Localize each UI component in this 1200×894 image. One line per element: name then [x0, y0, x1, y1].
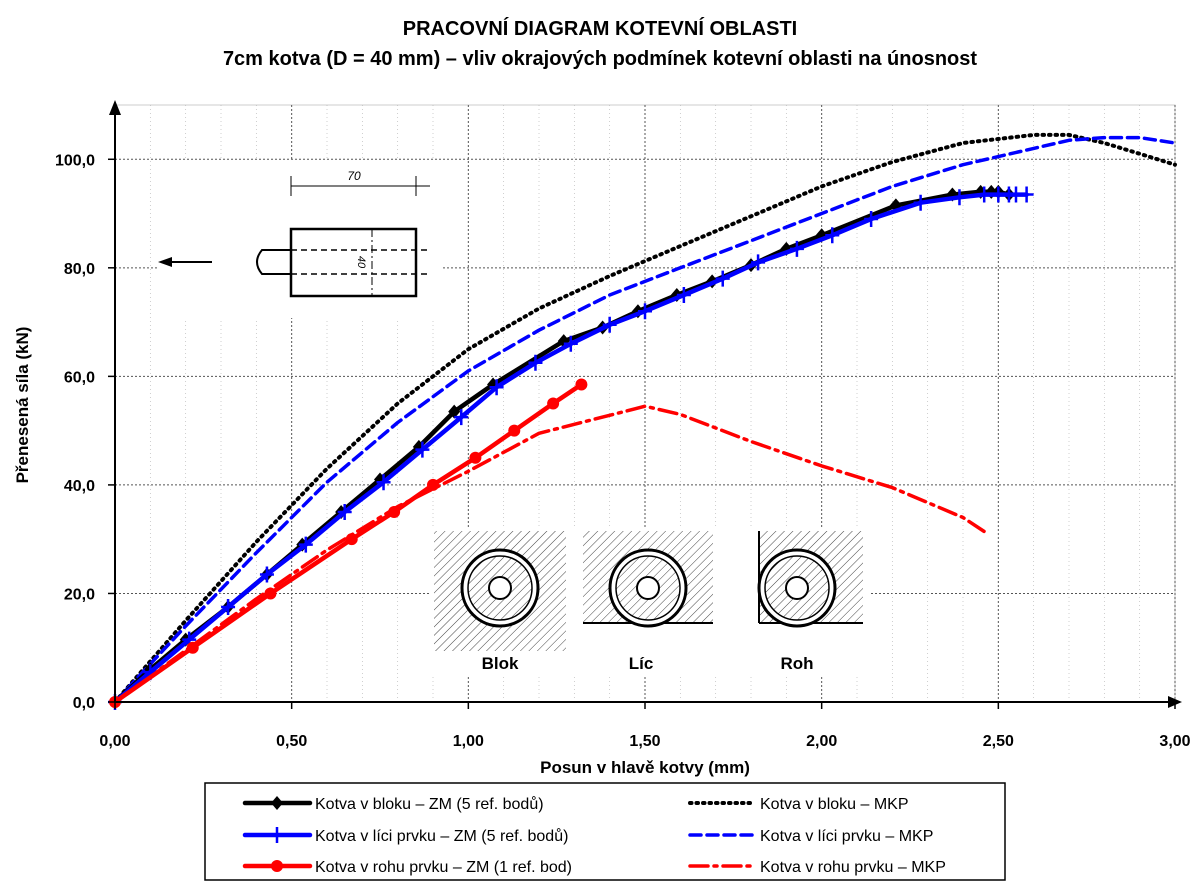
y-axis-label: Přenesená síla (kN) — [13, 327, 32, 484]
y-tick-label: 100,0 — [55, 152, 95, 169]
chart-title: PRACOVNÍ DIAGRAM KOTEVNÍ OBLASTI — [403, 17, 797, 40]
roh-label: Roh — [780, 654, 813, 673]
y-tick-label: 40,0 — [64, 478, 95, 495]
y-tick-label: 80,0 — [64, 261, 95, 278]
legend-marker — [271, 796, 283, 810]
y-axis-arrow — [109, 100, 121, 115]
data-point — [259, 566, 274, 583]
data-point — [388, 506, 401, 519]
legend-entry-4: Kotva v líci prvku – MKP — [688, 828, 933, 845]
data-point — [864, 210, 879, 227]
data-point — [345, 533, 358, 546]
legend-label: Kotva v líci prvku – MKP — [760, 828, 933, 845]
data-point — [186, 641, 199, 654]
cross-section-inset: Blok Líc Roh — [430, 527, 870, 675]
legend-label: Kotva v bloku – MKP — [760, 796, 909, 813]
blok-hole — [488, 576, 512, 600]
legend-entry-3: Kotva v bloku – MKP — [688, 796, 909, 813]
y-tick-label: 20,0 — [64, 586, 95, 603]
data-point — [575, 378, 588, 391]
y-tick-label: 60,0 — [64, 369, 95, 386]
data-point — [448, 404, 461, 419]
blok-label: Blok — [482, 654, 519, 673]
data-point — [298, 536, 313, 553]
data-point — [427, 478, 439, 491]
pull-arrow-head — [158, 257, 172, 267]
data-point — [528, 354, 543, 371]
data-point — [825, 227, 840, 244]
legend-entry-2: Kotva v rohu prvku – ZM (1 ref. bod) — [242, 859, 572, 876]
data-point — [469, 451, 482, 464]
legend-entry-0: Kotva v bloku – ZM (5 ref. bodů) — [242, 795, 544, 813]
x-tick-label: 0,00 — [99, 733, 130, 750]
roh-hole — [785, 576, 809, 600]
x-axis-label: Posun v hlavě kotvy (mm) — [540, 758, 750, 777]
data-point — [751, 254, 766, 271]
data-point — [638, 303, 652, 320]
data-point — [454, 409, 469, 426]
data-point — [508, 424, 521, 437]
legend-marker — [271, 860, 283, 872]
series-4 — [113, 135, 1177, 704]
data-point — [676, 286, 691, 303]
data-point — [1019, 186, 1034, 203]
series-layer — [108, 132, 1177, 710]
chart-subtitle: 7cm kotva (D = 40 mm) – vliv okrajových … — [223, 48, 977, 70]
series-2 — [109, 378, 588, 708]
data-point — [221, 599, 236, 616]
data-point — [715, 270, 730, 287]
data-point — [789, 240, 804, 257]
legend-entry-1: Kotva v líci prvku – ZM (5 ref. bodů) — [242, 827, 568, 845]
data-point — [977, 186, 992, 203]
series-line — [112, 192, 1029, 705]
x-tick-label: 3,00 — [1159, 733, 1190, 750]
lic-hole — [636, 576, 660, 600]
series-line — [113, 132, 1177, 704]
legend-label: Kotva v líci prvku – ZM (5 ref. bodů) — [315, 827, 568, 845]
y-tick-label: 0,0 — [73, 695, 95, 712]
anchor-head-block — [289, 227, 418, 298]
legend-entry-5: Kotva v rohu prvku – MKP — [688, 859, 946, 876]
series-1 — [108, 186, 1034, 710]
series-line — [112, 382, 584, 705]
data-point — [913, 194, 928, 211]
anchor-rod-end — [256, 249, 291, 275]
series-line — [113, 135, 1177, 704]
data-point — [547, 397, 560, 410]
x-tick-label: 0,50 — [276, 733, 307, 750]
data-point — [563, 335, 578, 352]
legend-label: Kotva v rohu prvku – ZM (1 ref. bod) — [315, 859, 572, 876]
x-tick-label: 2,50 — [983, 733, 1014, 750]
data-point — [415, 441, 430, 458]
data-point — [376, 474, 391, 491]
legend-marker — [270, 827, 284, 843]
anchor-inset: 70 40 — [157, 160, 442, 318]
legend-label: Kotva v bloku – ZM (5 ref. bodů) — [315, 795, 544, 813]
data-point — [264, 587, 277, 600]
series-line — [113, 404, 990, 704]
data-point — [337, 504, 352, 521]
data-point — [602, 316, 617, 333]
data-point — [489, 379, 504, 396]
legend: Kotva v bloku – ZM (5 ref. bodů) Kotva v … — [204, 782, 1006, 881]
dimension-diameter-label: 40 — [355, 256, 367, 269]
dimension-length-label: 70 — [347, 169, 361, 183]
x-tick-label: 2,00 — [806, 733, 837, 750]
ticks: 0,00 0,50 1,00 1,50 2,00 2,50 3,00 0,0 20,0 40,0 6… — [55, 152, 1191, 750]
anchor-inset-background — [157, 160, 442, 318]
x-tick-label: 1,00 — [453, 733, 484, 750]
legend-box — [204, 782, 1006, 881]
x-tick-label: 1,50 — [629, 733, 660, 750]
lic-label: Líc — [629, 654, 654, 673]
series-3 — [113, 132, 1177, 704]
legend-label: Kotva v rohu prvku – MKP — [760, 859, 946, 876]
series-5 — [113, 404, 990, 704]
data-point — [952, 189, 967, 206]
